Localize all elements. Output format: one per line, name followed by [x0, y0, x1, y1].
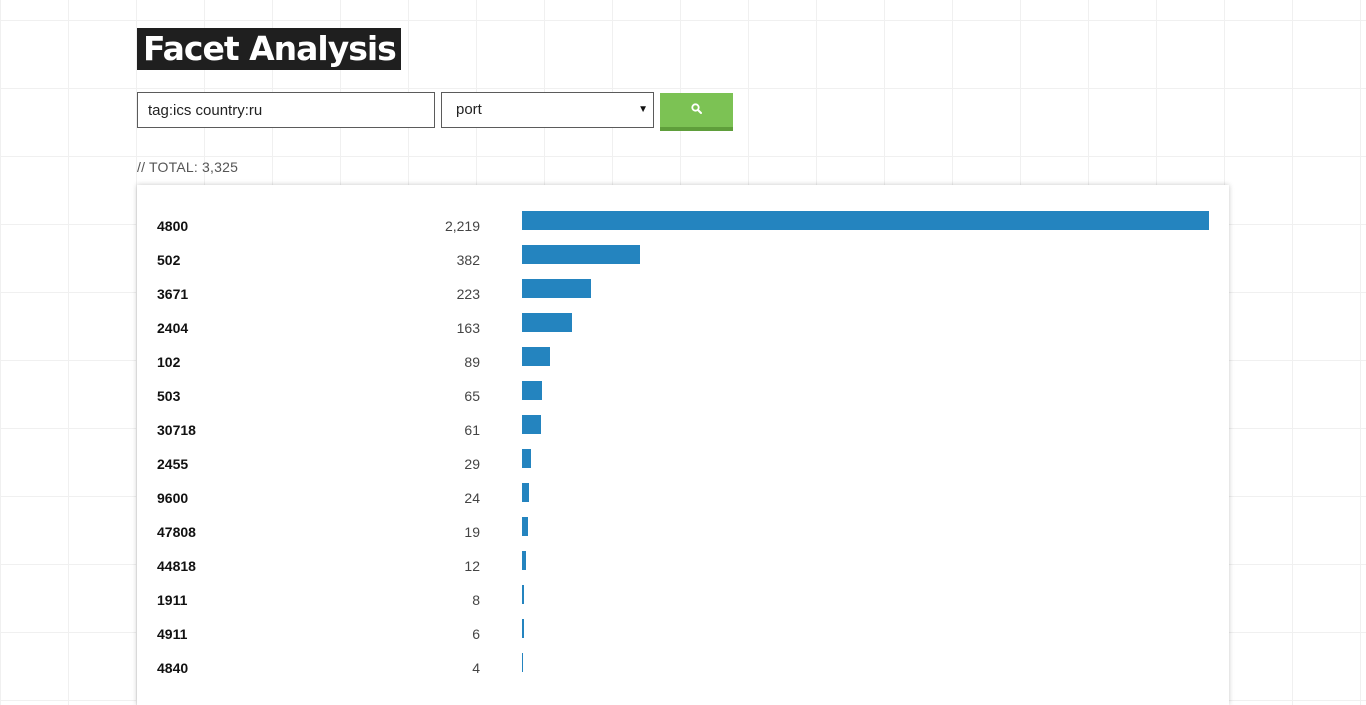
- search-button[interactable]: [660, 93, 733, 131]
- facet-row: 4840 4: [137, 652, 1229, 686]
- facet-row: 502 382: [137, 244, 1229, 278]
- facet-count-label: 29: [464, 456, 480, 472]
- facet-row: 503 65: [137, 380, 1229, 414]
- facet-bar: [522, 245, 640, 264]
- facet-bar: [522, 517, 528, 536]
- facet-value-label[interactable]: 4911: [157, 626, 188, 642]
- page-title: Facet Analysis: [137, 28, 401, 70]
- facet-row: 2455 29: [137, 448, 1229, 482]
- facet-bar: [522, 551, 526, 570]
- facet-bar: [522, 585, 524, 604]
- facet-bar: [522, 619, 524, 638]
- search-input[interactable]: [137, 92, 435, 128]
- facet-count-label: 65: [464, 388, 480, 404]
- facet-count-label: 8: [472, 592, 480, 608]
- facet-select-value: port: [456, 101, 482, 118]
- facet-row: 9600 24: [137, 482, 1229, 516]
- facet-row: 3671 223: [137, 278, 1229, 312]
- facet-row: 30718 61: [137, 414, 1229, 448]
- facet-row: 1911 8: [137, 584, 1229, 618]
- facet-row: 4800 2,219: [137, 210, 1229, 244]
- facet-count-label: 2,219: [444, 218, 480, 234]
- facet-value-label[interactable]: 30718: [157, 422, 196, 438]
- facet-count-label: 12: [464, 558, 480, 574]
- facet-select[interactable]: port ▼: [441, 92, 654, 128]
- facet-results-card: 4800 2,219 502 382 3671 223 2404 163 102 89 503 65 3…: [137, 185, 1229, 705]
- facet-value-label[interactable]: 2455: [157, 456, 189, 472]
- facet-bar: [522, 449, 531, 468]
- facet-count-label: 61: [464, 422, 480, 438]
- facet-count-label: 24: [464, 490, 480, 506]
- facet-count-label: 89: [464, 354, 480, 370]
- facet-bar: [522, 347, 550, 366]
- facet-value-label[interactable]: 502: [157, 252, 181, 268]
- facet-count-label: 4: [472, 660, 480, 676]
- facet-count-label: 223: [456, 286, 480, 302]
- facet-row: 44818 12: [137, 550, 1229, 584]
- facet-value-label[interactable]: 4800: [157, 218, 189, 234]
- total-count: // TOTAL: 3,325: [137, 159, 239, 175]
- facet-count-label: 382: [456, 252, 480, 268]
- facet-count-label: 163: [456, 320, 480, 336]
- facet-bar: [522, 279, 591, 298]
- facet-row: 4911 6: [137, 618, 1229, 652]
- facet-value-label[interactable]: 4840: [157, 660, 189, 676]
- facet-count-label: 6: [472, 626, 480, 642]
- facet-row: 102 89: [137, 346, 1229, 380]
- facet-bar: [522, 653, 523, 672]
- facet-bar: [522, 313, 572, 332]
- facet-value-label[interactable]: 47808: [157, 524, 196, 540]
- facet-value-label[interactable]: 3671: [157, 286, 189, 302]
- facet-bar: [522, 381, 542, 400]
- facet-row: 47808 19: [137, 516, 1229, 550]
- facet-value-label[interactable]: 1911: [157, 592, 188, 608]
- search-icon: [691, 101, 702, 119]
- facet-bar: [522, 415, 541, 434]
- facet-value-label[interactable]: 2404: [157, 320, 189, 336]
- facet-value-label[interactable]: 44818: [157, 558, 196, 574]
- facet-value-label[interactable]: 9600: [157, 490, 189, 506]
- facet-value-label[interactable]: 503: [157, 388, 181, 404]
- facet-count-label: 19: [464, 524, 480, 540]
- facet-bar: [522, 211, 1209, 230]
- dropdown-arrow-icon: ▼: [638, 104, 648, 115]
- facet-row: 2404 163: [137, 312, 1229, 346]
- facet-value-label[interactable]: 102: [157, 354, 181, 370]
- facet-bar: [522, 483, 529, 502]
